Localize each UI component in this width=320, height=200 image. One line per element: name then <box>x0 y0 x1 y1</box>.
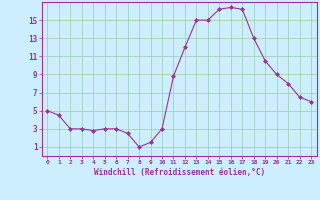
X-axis label: Windchill (Refroidissement éolien,°C): Windchill (Refroidissement éolien,°C) <box>94 168 265 177</box>
